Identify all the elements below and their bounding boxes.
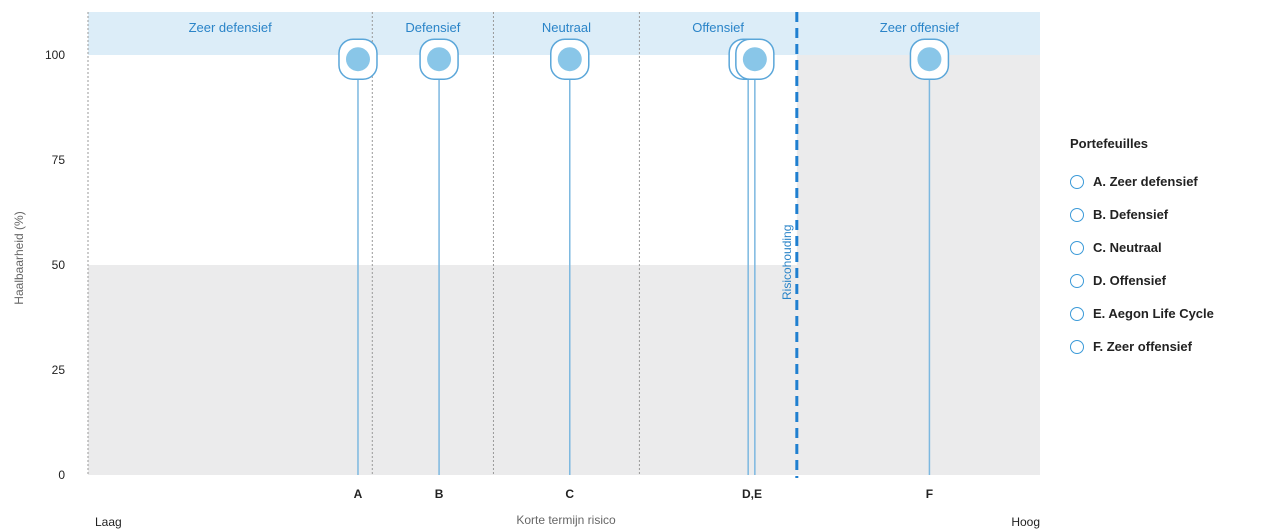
point-dot-f: [917, 47, 942, 72]
zone-label-offensief: Offensief: [692, 20, 744, 35]
data-point-f: [909, 38, 950, 80]
legend-item-a[interactable]: A. Zeer defensief: [1070, 165, 1214, 198]
y-axis-label: Haalbaarheid (%): [12, 211, 26, 304]
shaded-region-0: [88, 265, 797, 475]
data-points: [338, 38, 950, 80]
x-high-label: Hoog: [1011, 515, 1040, 529]
x-tick-b: B: [435, 487, 444, 501]
zone-dividers: [87, 12, 799, 478]
zone-band-zeer-defensief: [88, 12, 373, 55]
zone-label-neutraal: Neutraal: [542, 20, 591, 35]
y-tick-50: 50: [52, 258, 66, 272]
y-tick-0: 0: [58, 468, 65, 482]
legend-label-a: A. Zeer defensief: [1093, 174, 1198, 189]
legend-marker-e: [1070, 306, 1084, 321]
y-tick-25: 25: [52, 363, 66, 377]
data-point-c: [550, 38, 590, 80]
legend-title: Portefeuilles: [1070, 136, 1149, 151]
legend-marker-b: [1070, 207, 1084, 222]
x-axis-label: Korte termijn risico: [516, 513, 616, 527]
shaded-regions: [88, 55, 1040, 475]
legend-marker-f: [1070, 339, 1084, 354]
data-point-e: [735, 38, 775, 80]
legend-item-d[interactable]: D. Offensief: [1070, 264, 1214, 297]
legend-label-d: D. Offensief: [1093, 273, 1166, 288]
shaded-region-1: [796, 55, 1040, 475]
legend-label-e: E. Aegon Life Cycle: [1093, 306, 1214, 321]
legend-label-c: C. Neutraal: [1093, 240, 1162, 255]
legend-label-b: B. Defensief: [1093, 207, 1169, 222]
x-tick-d-e: D,E: [742, 487, 762, 501]
legend-marker-a: [1070, 174, 1084, 189]
legend-label-f: F. Zeer offensief: [1093, 339, 1192, 354]
zone-label-zeer-offensief: Zeer offensief: [880, 20, 960, 35]
point-dot-e: [742, 47, 767, 72]
x-tick-f: F: [926, 487, 933, 501]
x-low-label: Laag: [95, 515, 122, 529]
y-tick-100: 100: [45, 48, 65, 62]
point-dot-b: [427, 47, 452, 72]
axis-ticks: 0 25 50 75 100 A B C D,E F: [45, 48, 933, 501]
y-tick-75: 75: [52, 153, 66, 167]
x-tick-c: C: [565, 487, 574, 501]
legend: Portefeuilles A. Zeer defensief B. Defen…: [1070, 136, 1214, 363]
zone-label-zeer-defensief: Zeer defensief: [189, 20, 272, 35]
point-stems: [357, 79, 931, 475]
legend-item-c[interactable]: C. Neutraal: [1070, 231, 1214, 264]
data-point-a: [338, 38, 378, 80]
legend-marker-d: [1070, 273, 1084, 288]
point-dot-a: [345, 47, 370, 72]
zone-label-defensief: Defensief: [405, 20, 460, 35]
data-point-b: [419, 38, 459, 80]
point-dot-c: [557, 47, 582, 72]
legend-item-b[interactable]: B. Defensief: [1070, 198, 1214, 231]
legend-item-f[interactable]: F. Zeer offensief: [1070, 330, 1214, 363]
x-tick-a: A: [354, 487, 363, 501]
chart-plot: Zeer defensief Defensief Neutraal Offensief…: [12, 12, 1040, 529]
legend-marker-c: [1070, 240, 1084, 255]
risk-threshold-label: Risicohouding: [780, 225, 794, 300]
legend-item-e[interactable]: E. Aegon Life Cycle: [1070, 297, 1214, 330]
